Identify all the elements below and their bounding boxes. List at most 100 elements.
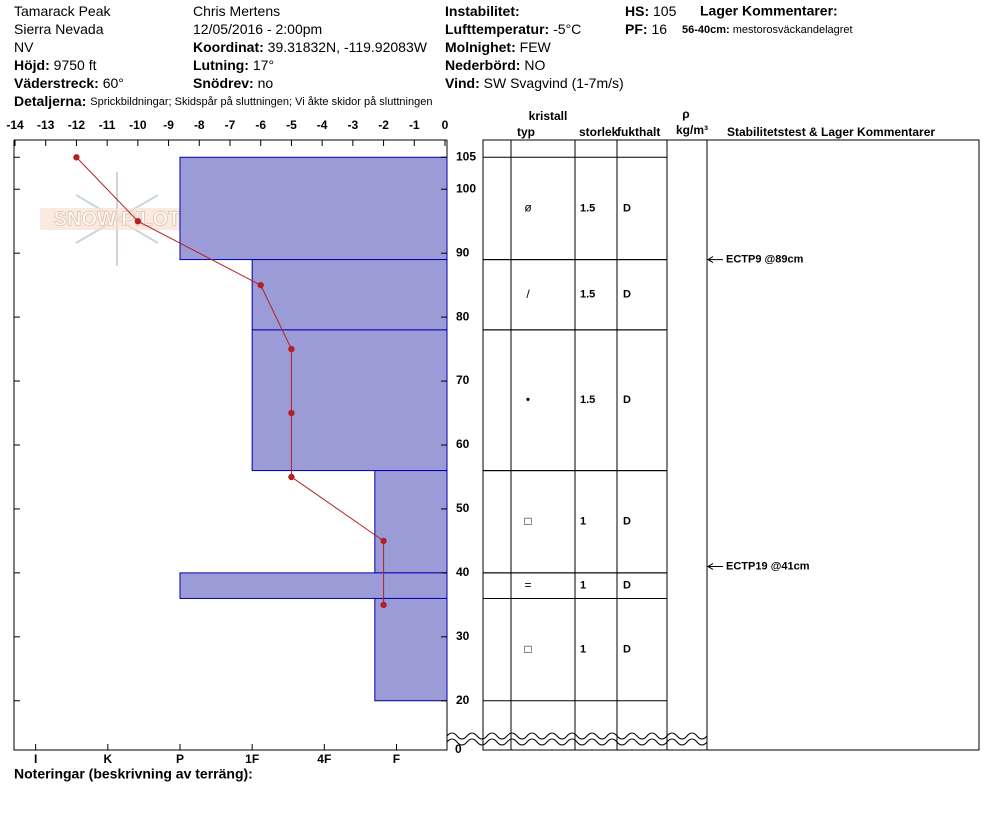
table-column-lines [510,140,708,750]
y-tick-label: 40 [456,565,470,579]
field-label: Koordinat: [193,39,264,55]
grain-size: 1 [580,516,586,528]
field-label: Molnighet: [445,39,516,55]
moisture: D [623,289,631,301]
moisture: D [623,516,631,528]
temperature-point [288,473,295,481]
header-field: Lufttemperatur: -5°C [445,21,581,37]
field-value: mestorosväckandelagret [733,24,853,36]
header-field: 12/05/2016 - 2:00pm [193,21,322,37]
header-field: Vind: SW Svagvind (1-7m/s) [445,75,624,91]
field-value: 16 [651,21,667,37]
y-tick-label: 105 [456,149,476,163]
x-tick-label: -7 [225,118,236,132]
grain-type: ø [524,201,532,215]
field-label: Nederbörd: [445,57,520,73]
field-value: 39.31832N, -119.92083W [268,39,428,55]
header-field: Väderstreck: 60° [14,75,124,91]
field-label: Detaljerna: [14,93,86,109]
x-tick-label: -1 [409,118,420,132]
header-field: Chris Mertens [193,3,280,19]
header-field: Höjd: 9750 ft [14,57,97,73]
x-tick-label: -3 [348,118,359,132]
grain-type: • [526,392,530,406]
hardness-bar [179,572,448,599]
y-tick-label: 60 [456,437,470,451]
x-tick-label: -6 [255,118,266,132]
temperature-point [288,409,295,417]
header-field: Molnighet: FEW [445,39,552,55]
field-value: no [258,75,274,91]
y-tick-label: 30 [456,629,470,643]
x-tick-label: -10 [129,118,147,132]
temperature-point [380,601,387,609]
hardness-tick-label: 4F [317,752,331,766]
field-value: SW Svagvind (1-7m/s) [484,75,624,91]
header-field: Koordinat: 39.31832N, -119.92083W [193,39,428,55]
x-tick-label: -4 [317,118,328,132]
header-field: HS: 105 [625,3,677,19]
field-label: Lutning: [193,57,249,73]
y-tick-label: 100 [456,181,476,195]
temperature-point [257,281,264,289]
field-value: NV [14,39,34,55]
temperature-line [76,156,385,605]
field-value: 60° [103,75,124,91]
layer-comment: 56-40cm: mestorosväckandelagret [682,24,853,36]
moisture: D [623,202,631,214]
x-tick-label: -8 [194,118,205,132]
column-header: typ [517,125,535,139]
hardness-tick-label: K [103,752,112,766]
column-header: kristall [529,109,568,123]
grain-type: □ [524,514,531,528]
hardness-tick-label: F [393,752,400,766]
test-label: ECTP9 @89cm [726,253,804,265]
header-field: Tamarack Peak [14,3,111,19]
field-value: Chris Mertens [193,3,280,19]
field-label: Snödrev: [193,75,254,91]
temperature-point [73,154,80,161]
y-tick-label: 70 [456,373,470,387]
moisture: D [623,580,631,592]
header-field: Sierra Nevada [14,21,104,37]
field-value: 12/05/2016 - 2:00pm [193,21,322,37]
x-tick-label: -12 [68,118,86,132]
hardness-tick-label: 1F [245,752,259,766]
x-tick-label: 0 [442,118,449,132]
field-label: Vind: [445,75,480,91]
x-tick-label: -2 [378,118,389,132]
logo-text: SNOW PILOT [54,208,181,230]
y-tick-label: 50 [456,501,470,515]
field-value: -5°C [553,21,581,37]
notes-label: Noteringar (beskrivning av terräng): [14,766,253,782]
header-field: PF: 16 [625,21,667,37]
field-label: Lufttemperatur: [445,21,549,37]
field-value: FEW [520,39,552,55]
field-value: Sierra Nevada [14,21,104,37]
grain-type: □ [524,642,531,656]
column-header: Stabilitetstest & Lager Kommentarer [727,125,935,139]
hardness-bar [374,597,448,702]
test-label: ECTP19 @41cm [726,560,810,572]
hardness-bar [374,470,448,574]
field-label: HS: [625,3,649,19]
grain-size: 1.5 [580,289,595,301]
x-tick-label: -13 [37,118,55,132]
grain-type: / [526,287,530,301]
moisture: D [623,394,631,406]
field-label: Instabilitet: [445,3,520,19]
moisture: D [623,644,631,656]
column-header: fukthalt [617,125,660,139]
logo: SNOW PILOT [40,172,194,266]
header-field: Instabilitet: [445,3,520,19]
field-value: NO [524,57,545,73]
grain-size: 1 [580,644,586,656]
x-tick-label: -14 [6,118,24,132]
field-value: 9750 ft [54,57,97,73]
header-field: NV [14,39,34,55]
header-field: Lutning: 17° [193,57,274,73]
field-label: 56-40cm: [682,24,730,36]
table-frame [482,139,980,751]
y-tick-label: 80 [456,309,470,323]
axis-break-label: 0 [455,742,462,756]
